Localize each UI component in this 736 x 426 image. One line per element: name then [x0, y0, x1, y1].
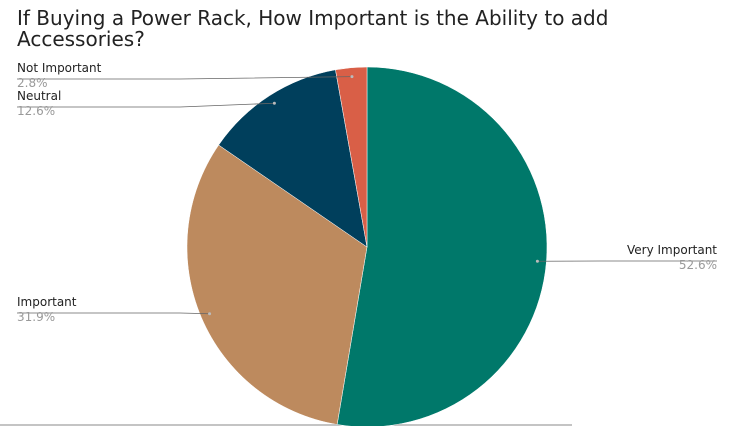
leader-line — [17, 102, 275, 108]
value-label: 12.6% — [17, 104, 55, 118]
leader-dot — [272, 101, 276, 105]
leader-dot — [208, 312, 212, 316]
pie-slice — [218, 69, 368, 248]
slice-label: Neutral — [17, 89, 61, 103]
leader-dot — [350, 75, 354, 79]
chart-title: If Buying a Power Rack, How Important is… — [17, 6, 609, 51]
leader-dot — [535, 259, 539, 263]
slice-label: Not Important — [17, 61, 102, 75]
leader-line — [17, 312, 210, 315]
slice-label: Important — [17, 295, 77, 309]
value-label: 2.8% — [17, 76, 48, 90]
pie-slice — [336, 66, 548, 426]
leader-line — [17, 76, 352, 80]
slice-label: Very Important — [627, 243, 717, 257]
value-label: 52.6% — [679, 258, 717, 272]
pie-slice — [335, 66, 368, 248]
value-label: 31.9% — [17, 310, 55, 324]
pie-slice — [186, 144, 368, 425]
